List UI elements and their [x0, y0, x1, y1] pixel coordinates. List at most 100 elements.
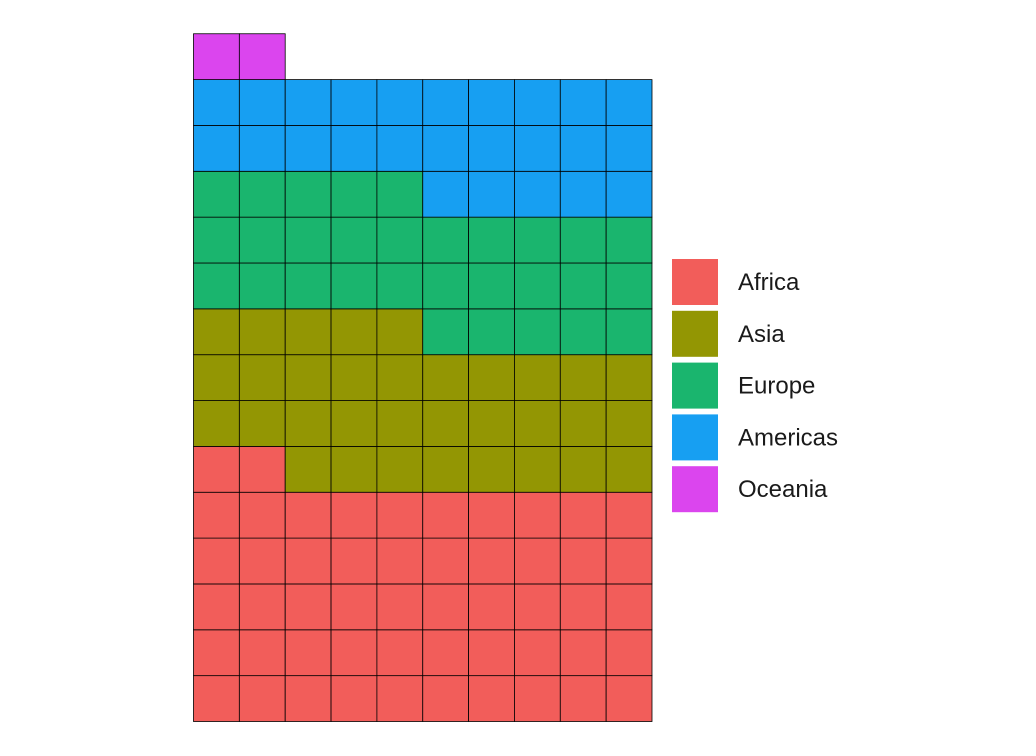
waffle-cell-africa — [514, 491, 561, 539]
waffle-grid — [193, 33, 653, 722]
waffle-cell-africa — [238, 491, 286, 539]
waffle-cell-africa — [605, 675, 653, 722]
waffle-cell-europe — [238, 170, 286, 218]
legend-label-africa: Africa — [738, 269, 800, 296]
legend-label-oceania: Oceania — [738, 476, 828, 503]
legend-key-europe — [672, 362, 718, 409]
waffle-cell-asia — [468, 445, 515, 493]
waffle-cell-africa — [238, 675, 286, 722]
waffle-cell-africa — [238, 445, 286, 493]
waffle-cell-africa — [376, 583, 424, 631]
waffle-cell-asia — [559, 400, 607, 447]
waffle-cell-europe — [330, 262, 378, 310]
legend-label-americas: Americas — [738, 424, 838, 451]
waffle-cell-africa — [193, 445, 240, 493]
waffle-cell-europe — [422, 308, 469, 356]
waffle-cell-africa — [193, 537, 240, 585]
waffle-cell-americas — [330, 125, 378, 172]
waffle-cell-asia — [330, 445, 378, 493]
waffle-cell-europe — [605, 262, 653, 310]
waffle-cell-asia — [330, 354, 378, 401]
waffle-cell-europe — [193, 262, 240, 310]
waffle-cell-africa — [514, 537, 561, 585]
waffle-cell-americas — [376, 125, 424, 172]
legend-key-asia — [672, 310, 718, 357]
waffle-cell-americas — [330, 79, 378, 126]
waffle-cell-africa — [376, 675, 424, 722]
waffle-cell-asia — [605, 445, 653, 493]
waffle-cell-asia — [284, 400, 332, 447]
waffle-cell-asia — [559, 354, 607, 401]
waffle-cell-africa — [193, 675, 240, 722]
waffle-cell-europe — [376, 170, 424, 218]
waffle-cell-americas — [193, 125, 240, 172]
waffle-cell-asia — [514, 354, 561, 401]
waffle-cell-africa — [330, 629, 378, 677]
waffle-cell-americas — [422, 79, 469, 126]
waffle-cell-africa — [468, 583, 515, 631]
waffle-cell-americas — [468, 170, 515, 218]
legend-item-africa: Africa — [672, 259, 800, 305]
waffle-cell-asia — [376, 354, 424, 401]
waffle-cell-asia — [238, 400, 286, 447]
waffle-cell-asia — [422, 445, 469, 493]
waffle-cell-africa — [330, 537, 378, 585]
waffle-cell-africa — [284, 675, 332, 722]
waffle-cell-americas — [468, 79, 515, 126]
waffle-cell-americas — [422, 170, 469, 218]
waffle-cell-asia — [468, 354, 515, 401]
legend-key-oceania — [672, 466, 718, 513]
legend-item-americas: Americas — [672, 414, 838, 461]
waffle-cell-americas — [559, 170, 607, 218]
waffle-cell-africa — [514, 675, 561, 722]
waffle-cell-africa — [559, 675, 607, 722]
waffle-cell-asia — [514, 400, 561, 447]
waffle-cell-americas — [193, 79, 240, 126]
waffle-cell-asia — [376, 445, 424, 493]
waffle-cell-africa — [605, 629, 653, 677]
waffle-cell-asia — [238, 354, 286, 401]
legend-item-oceania: Oceania — [672, 466, 828, 513]
waffle-cell-oceania — [193, 33, 240, 80]
waffle-cell-americas — [284, 125, 332, 172]
waffle-cell-africa — [422, 583, 469, 631]
waffle-cell-africa — [330, 675, 378, 722]
waffle-cell-africa — [422, 629, 469, 677]
waffle-cell-asia — [605, 400, 653, 447]
waffle-cell-asia — [468, 400, 515, 447]
waffle-cell-africa — [376, 537, 424, 585]
waffle-cell-europe — [468, 262, 515, 310]
waffle-cell-africa — [193, 491, 240, 539]
waffle-cell-africa — [468, 537, 515, 585]
legend: Africa Asia Europe Americas Oceania — [672, 259, 838, 513]
waffle-cell-europe — [284, 216, 332, 264]
waffle-cell-africa — [238, 537, 286, 585]
legend-label-asia: Asia — [738, 321, 785, 348]
waffle-cell-europe — [422, 262, 469, 310]
waffle-cell-americas — [514, 79, 561, 126]
waffle-cell-americas — [605, 79, 653, 126]
waffle-cell-africa — [284, 537, 332, 585]
waffle-cell-africa — [193, 629, 240, 677]
waffle-cell-asia — [193, 354, 240, 401]
waffle-cell-africa — [284, 629, 332, 677]
waffle-cell-europe — [559, 262, 607, 310]
waffle-cell-americas — [559, 79, 607, 126]
legend-item-asia: Asia — [672, 310, 785, 357]
waffle-cell-africa — [422, 675, 469, 722]
waffle-cell-asia — [605, 354, 653, 401]
waffle-cell-africa — [605, 583, 653, 631]
waffle-cell-africa — [559, 629, 607, 677]
waffle-cell-asia — [422, 354, 469, 401]
waffle-cell-africa — [514, 583, 561, 631]
waffle-cell-africa — [330, 491, 378, 539]
legend-key-americas — [672, 414, 718, 461]
waffle-cell-africa — [605, 491, 653, 539]
waffle-cell-americas — [238, 125, 286, 172]
waffle-cell-africa — [284, 583, 332, 631]
waffle-cell-europe — [284, 262, 332, 310]
waffle-cell-europe — [468, 216, 515, 264]
waffle-cell-europe — [605, 216, 653, 264]
waffle-cell-africa — [559, 537, 607, 585]
